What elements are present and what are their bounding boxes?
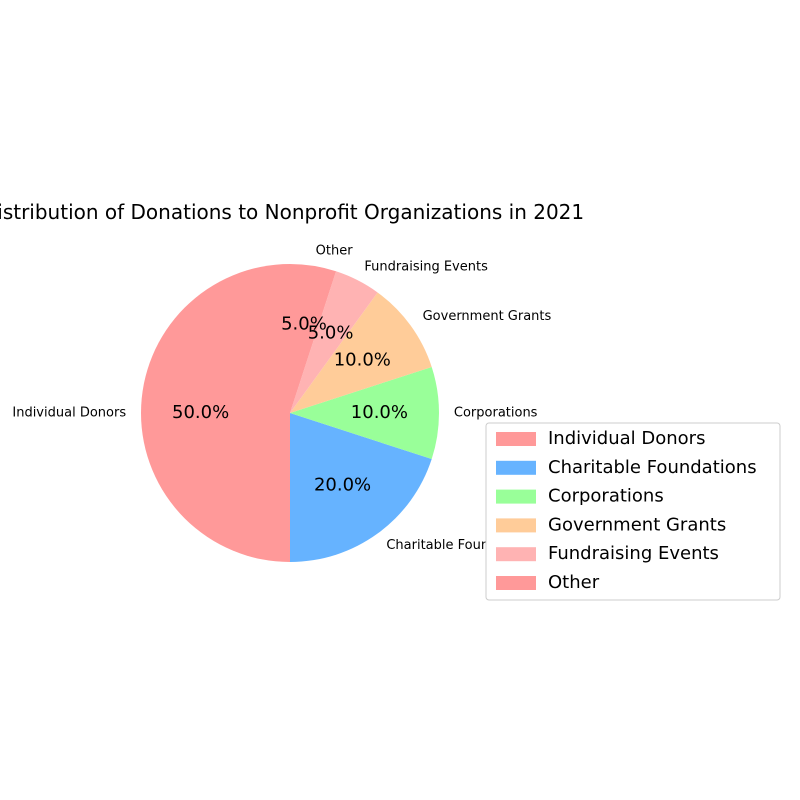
legend-swatch — [496, 489, 536, 504]
slice-percentage-label: 50.0% — [172, 402, 229, 423]
legend: Individual Donors Charitable Foundations C… — [485, 422, 781, 601]
legend-label: Individual Donors — [548, 428, 705, 449]
legend-label: Fundraising Events — [548, 543, 719, 564]
slice-label: Individual Donors — [12, 406, 126, 421]
slice-percentage-label: 5.0% — [308, 322, 354, 343]
pie-slice — [290, 413, 432, 562]
chart-title: Distribution of Donations to Nonprofit O… — [0, 200, 584, 224]
legend-swatch — [496, 547, 536, 562]
slice-label: Other — [316, 244, 354, 259]
pie-slice — [290, 264, 337, 413]
legend-swatch — [496, 576, 536, 590]
slice-percentage-label: 10.0% — [351, 402, 408, 423]
legend-swatch — [496, 518, 536, 533]
slice-label: Fundraising Events — [364, 259, 488, 274]
slice-percentage-label: 20.0% — [314, 474, 371, 495]
pie-slices — [141, 264, 439, 562]
legend-label: Charitable Foundations — [548, 457, 757, 478]
slice-percentage-label: 5.0% — [281, 314, 327, 335]
pie-slice — [290, 366, 439, 460]
legend-swatch — [496, 432, 536, 446]
slice-label: Corporations — [454, 406, 538, 421]
legend-items: Individual Donors Charitable Foundations C… — [496, 428, 757, 593]
legend-frame — [485, 422, 781, 601]
slice-percentage-label: 10.0% — [334, 349, 391, 370]
slice-label: Government Grants — [423, 309, 552, 324]
legend-label: Corporations — [548, 486, 664, 507]
legend-swatch — [496, 460, 536, 475]
legend-label: Other — [548, 572, 600, 593]
pie-slice — [290, 271, 378, 413]
pie-slice — [290, 292, 432, 413]
legend-label: Government Grants — [548, 514, 726, 535]
percentage-labels: 50.0% 20.0% 10.0% 10.0% 5.0%5.0% — [172, 314, 408, 496]
pie-slice — [141, 264, 290, 562]
